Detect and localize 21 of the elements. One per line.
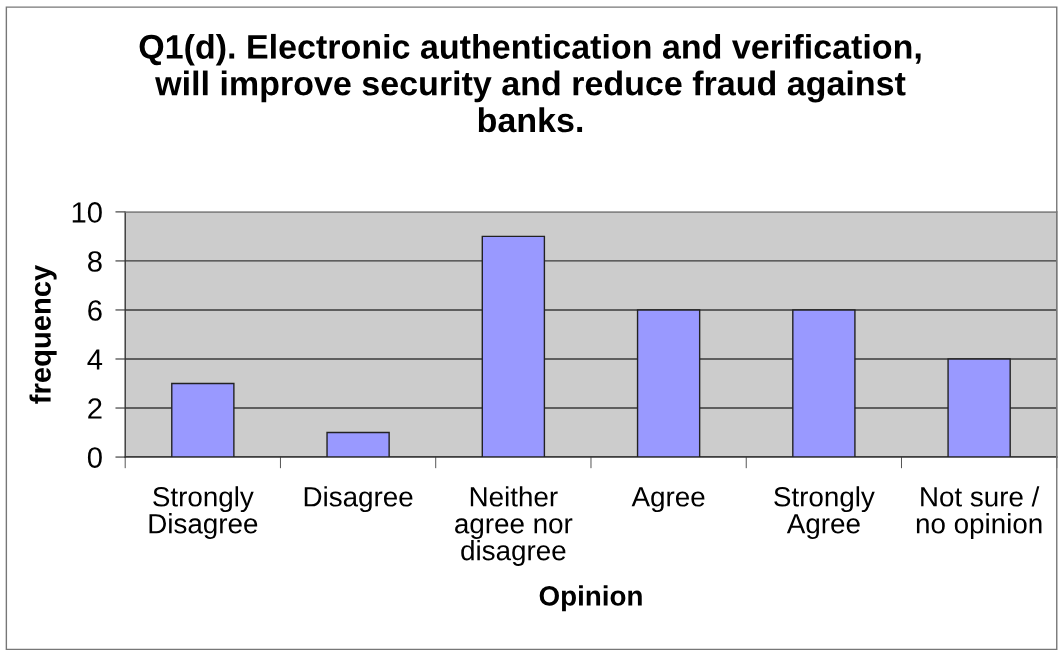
y-tick-label: 4 (87, 349, 103, 370)
bar (792, 309, 856, 458)
y-axis-title: frequency (29, 264, 57, 404)
x-tick-label: Disagree (304, 486, 413, 513)
x-tick-label: Agree (631, 487, 705, 513)
x-tick-label: Not sure / no opinion (916, 486, 1042, 540)
bar (481, 235, 546, 458)
bar (326, 431, 390, 458)
x-tick-label: Strongly Agree (774, 486, 875, 540)
y-tick-label: 10 (72, 202, 102, 223)
x-axis-title: Opinion (539, 585, 642, 612)
chart-title: Q1(d). Electronic authentication and verification, will improve security and reduce fraud against banks. (139, 33, 921, 133)
y-tick-label: 2 (88, 398, 102, 419)
bar (171, 382, 235, 458)
y-tick-label: 8 (88, 251, 102, 272)
bar (636, 309, 701, 458)
y-tick-label: 0 (87, 447, 102, 468)
y-tick-label: 6 (88, 300, 102, 321)
bar (947, 358, 1011, 458)
x-tick-label: Strongly Disagree (149, 486, 258, 540)
x-tick-label: Neither agree nor disagree (455, 486, 573, 566)
